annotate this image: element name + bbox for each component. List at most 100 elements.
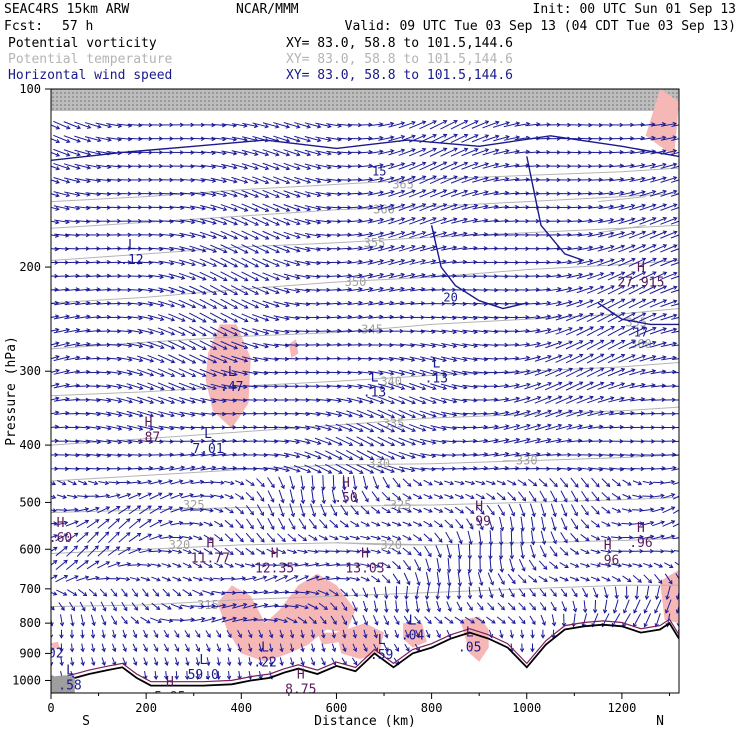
wind-arrow <box>168 382 186 391</box>
wind-arrow <box>608 190 625 196</box>
wind-arrow <box>514 355 531 361</box>
wind-arrow <box>576 326 594 336</box>
wind-arrow <box>362 587 369 599</box>
wind-arrow <box>419 203 437 212</box>
wind-arrow <box>482 134 500 142</box>
wind-arrow <box>273 453 290 458</box>
x-axis-label: Distance (km) <box>314 714 416 729</box>
wind-arrow <box>224 533 234 542</box>
wind-arrow <box>304 122 322 129</box>
wind-arrow <box>429 120 448 130</box>
wind-arrow <box>398 409 416 419</box>
wind-arrow <box>631 534 644 540</box>
wind-arrow <box>256 504 264 517</box>
wind-arrow <box>51 481 57 486</box>
wind-arrow <box>252 122 269 129</box>
wind-arrow <box>408 161 427 171</box>
wind-arrow <box>363 629 368 639</box>
wind-arrow <box>85 150 102 156</box>
wind-arrow <box>258 643 263 653</box>
wind-arrow <box>488 517 494 531</box>
wind-arrow <box>504 369 520 375</box>
wind-arrow <box>106 411 123 418</box>
wind-arrow <box>87 493 100 499</box>
wind-arrow <box>297 616 308 624</box>
wind-arrow <box>289 475 295 490</box>
wind-arrow <box>423 520 433 527</box>
wind-arrow <box>59 643 64 653</box>
wind-arrow <box>310 503 317 518</box>
wind-arrow <box>433 507 444 513</box>
wind-arrow <box>588 177 604 182</box>
wind-arrow <box>349 577 361 582</box>
wind-arrow <box>419 231 437 239</box>
wind-arrow <box>214 507 224 513</box>
model-title: SEAC4RS 15km ARW <box>4 2 129 17</box>
wind-arrow <box>315 164 332 170</box>
wind-arrow <box>95 122 112 129</box>
wind-arrow <box>639 285 657 295</box>
wind-arrow <box>607 353 626 364</box>
header: SEAC4RS 15km ARW NCAR/MMM Init: 00 UTC S… <box>4 2 736 83</box>
wind-arrow <box>454 616 465 624</box>
wind-arrow <box>393 643 399 652</box>
wind-arrow <box>503 423 521 430</box>
wind-arrow <box>221 384 238 390</box>
wind-arrow <box>654 573 663 584</box>
wind-arrow <box>278 476 285 490</box>
wind-arrow <box>97 545 110 557</box>
wind-arrow <box>97 506 111 514</box>
extremum-value: 11.77 <box>191 551 230 566</box>
wind-arrow <box>672 440 679 443</box>
wind-arrow <box>517 479 527 486</box>
wind-arrow <box>347 384 363 390</box>
wind-arrow <box>118 518 131 529</box>
wind-arrow <box>307 603 319 610</box>
wind-arrow <box>95 136 112 142</box>
wind-arrow <box>520 544 525 560</box>
wind-arrow <box>158 260 175 266</box>
wind-arrow <box>403 615 411 625</box>
wind-arrow <box>412 479 423 486</box>
wind-arrow <box>398 134 416 143</box>
wind-arrow <box>513 409 531 417</box>
wind-arrow <box>262 122 280 129</box>
wind-arrow <box>632 563 643 568</box>
wind-arrow <box>116 343 133 348</box>
wind-arrow <box>419 120 437 130</box>
wind-arrow <box>587 272 605 280</box>
theta-label: 345 <box>361 322 383 336</box>
wind-arrow <box>247 657 253 667</box>
wind-arrow <box>51 574 58 580</box>
wind-arrow <box>576 312 594 322</box>
terrain-line <box>51 621 679 687</box>
wind-arrow <box>64 355 81 361</box>
wind-arrow <box>402 507 412 513</box>
wind-arrow <box>143 657 148 666</box>
extremum-label: L.04 <box>401 613 425 643</box>
wind-arrow <box>561 503 568 517</box>
wind-arrow <box>534 395 552 404</box>
wind-arrow <box>628 271 647 281</box>
wind-arrow <box>122 643 127 653</box>
wind-arrow <box>534 423 552 431</box>
wind-arrow <box>496 480 507 486</box>
wind-arrow <box>211 603 227 608</box>
wind-arrow <box>215 630 222 639</box>
wind-arrow <box>231 136 248 142</box>
wind-arrow <box>641 534 655 540</box>
wind-arrow <box>153 629 159 639</box>
wind-arrow <box>362 643 368 653</box>
wind-arrow <box>245 532 255 543</box>
wind-arrow <box>331 489 337 504</box>
wind-arrow <box>147 382 165 391</box>
wind-arrow <box>378 121 395 127</box>
wind-arrow <box>160 479 174 485</box>
wind-arrow <box>412 521 423 527</box>
wind-arrow <box>494 218 509 224</box>
wind-arrow <box>246 518 254 530</box>
wind-arrow <box>466 602 473 612</box>
wind-arrow <box>283 217 301 226</box>
wind-arrow <box>168 368 186 378</box>
wind-arrow <box>545 409 563 418</box>
